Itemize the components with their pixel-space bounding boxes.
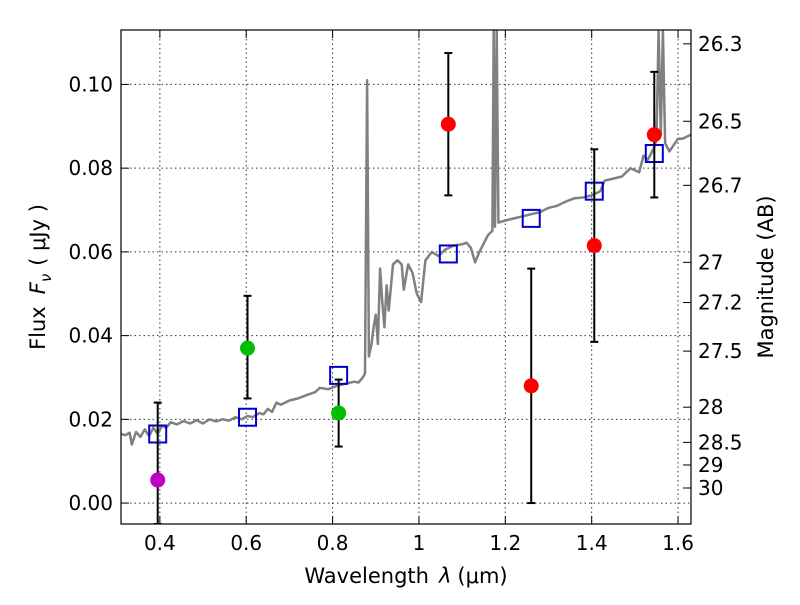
observed-point	[150, 472, 166, 488]
y2-tick-label: 27.2	[698, 291, 743, 315]
y-tick-label: 0.06	[68, 240, 113, 264]
y-tick-label: 0.00	[68, 491, 113, 515]
plot-area	[121, 30, 691, 524]
observed-point	[586, 238, 602, 254]
x-tick-label: 1.2	[489, 531, 521, 555]
y2-tick-label: 27	[698, 250, 723, 274]
y2-axis-label: Magnitude (AB)	[754, 195, 778, 358]
grid	[121, 30, 691, 524]
model-photometry-square	[438, 244, 458, 264]
axis-ticks: 0.4 0.6 0.8 1 1.2 1.4 1.6 0.00 0.02 0.04 0.06 0.08 0…	[68, 30, 743, 555]
y-axis-label: FluxFν( μJy )	[26, 204, 55, 350]
x-tick-label: 1.4	[576, 531, 608, 555]
y2-tick-label: 28.5	[698, 430, 743, 454]
y-tick-label: 0.02	[68, 407, 113, 431]
x-tick-label: 0.4	[144, 531, 176, 555]
y2-tick-label: 26.7	[698, 173, 743, 197]
y-tick-label: 0.04	[68, 324, 113, 348]
axes-frame	[120, 29, 692, 525]
y2-tick-label: 28	[698, 395, 723, 419]
observed-point	[240, 340, 256, 356]
y2-tick-label: 26.3	[698, 32, 743, 56]
model-photometry-square	[521, 208, 541, 228]
y-tick-label: 0.08	[68, 156, 113, 180]
observed-point	[331, 405, 347, 421]
observed-point	[523, 378, 539, 394]
observed-point	[646, 127, 662, 143]
y2-tick-label: 27.5	[698, 339, 743, 363]
y2-tick-label: 26.5	[698, 109, 743, 133]
x-tick-label: 1.6	[662, 531, 694, 555]
model-photometry-square	[238, 407, 258, 427]
y2-tick-label: 30	[698, 476, 723, 500]
observed-point	[440, 116, 456, 132]
x-tick-label: 0.8	[317, 531, 349, 555]
x-tick-label: 0.6	[230, 531, 262, 555]
x-tick-label: 1	[413, 531, 426, 555]
y2-tick-label: 29	[698, 453, 723, 477]
x-axis-label: Wavelength λ (μm)	[304, 564, 507, 588]
y-tick-label: 0.10	[68, 72, 113, 96]
